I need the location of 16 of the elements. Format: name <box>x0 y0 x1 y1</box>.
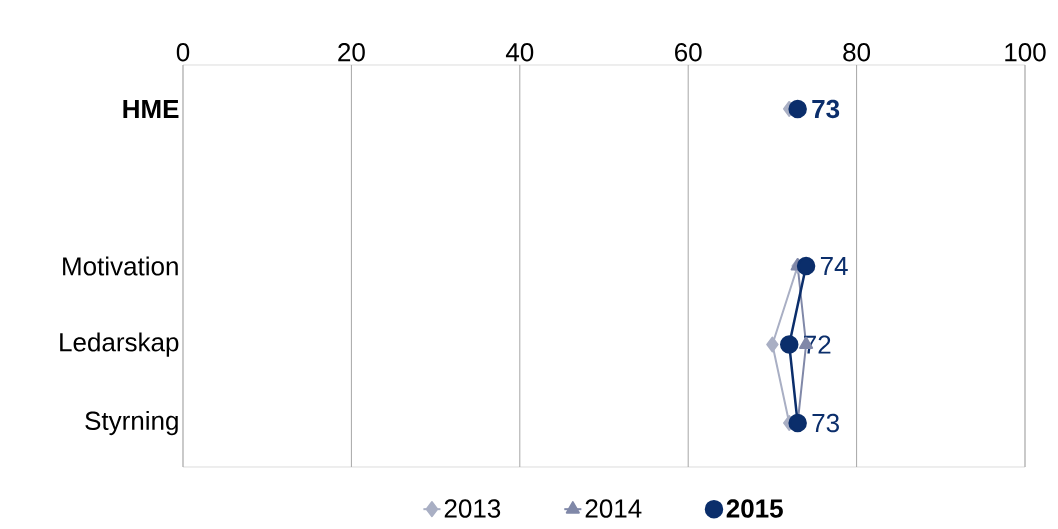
y-tick-label: HME <box>123 100 179 118</box>
x-tick-label: 40 <box>505 43 534 62</box>
x-tick-label: 100 <box>1005 43 1046 62</box>
data-label: 73 <box>812 413 839 433</box>
y-tick-label: Styrning <box>85 410 178 436</box>
x-tick-label: 60 <box>675 43 702 62</box>
y-tick-label: Motivation <box>63 256 178 276</box>
x-tick-label: 80 <box>843 43 871 62</box>
x-tick-label: 20 <box>338 43 365 62</box>
legend-label: 2015 <box>726 499 783 518</box>
legend-label: 2013 <box>444 499 501 518</box>
data-label: 73 <box>812 99 840 119</box>
x-tick-label: 0 <box>176 43 190 62</box>
y-tick-label: Ledarskap <box>60 332 179 357</box>
legend-label: 2014 <box>585 499 642 518</box>
data-label: 74 <box>820 257 848 275</box>
